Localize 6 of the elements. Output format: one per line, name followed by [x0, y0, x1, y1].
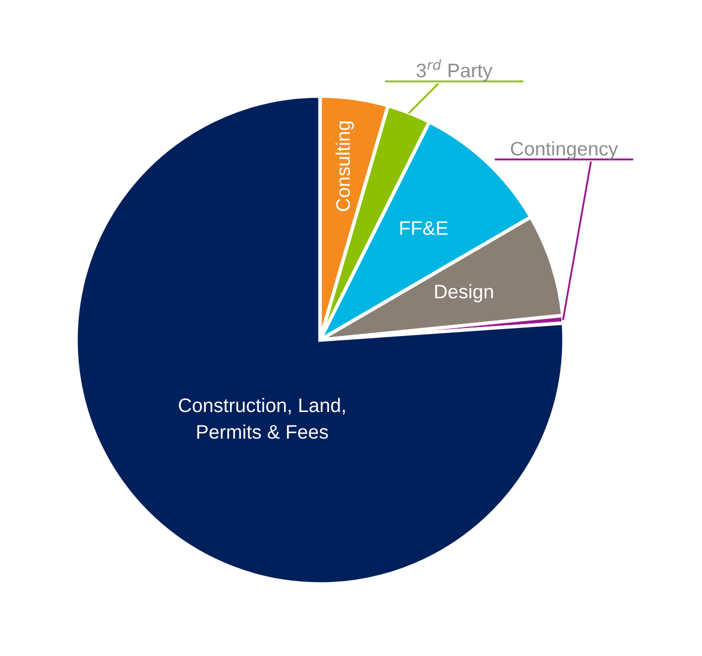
slice-label: Consulting	[336, 121, 354, 212]
slice-label: Construction, Land, Permits & Fees	[178, 398, 345, 439]
slice-label: FF&E	[400, 221, 448, 235]
slice-label: Contingency	[510, 141, 618, 160]
slice-label: 3$^{rd}$ Party	[416, 59, 492, 82]
slice-label: Design	[435, 284, 493, 302]
